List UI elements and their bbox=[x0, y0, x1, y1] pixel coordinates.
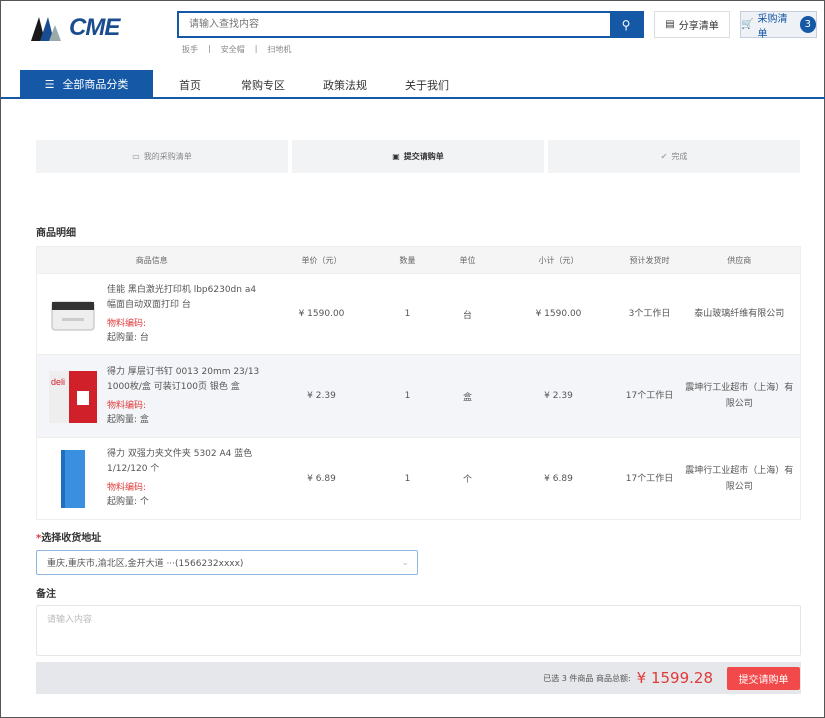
divider: | bbox=[208, 44, 211, 53]
search-bar: ⚲ bbox=[177, 11, 644, 38]
search-input[interactable] bbox=[179, 13, 610, 36]
table-row: 得力 双强力夹文件夹 5302 A4 蓝色 1/12/120 个物料编码: 起购量… bbox=[36, 437, 801, 520]
check-circle-icon: ✔ bbox=[660, 152, 668, 161]
all-categories-button[interactable]: ☰ 全部商品分类 bbox=[20, 70, 153, 98]
supplier: 震坤行工业超市（上海）有限公司 bbox=[678, 354, 801, 438]
product-name[interactable]: 得力 双强力夹文件夹 5302 A4 蓝色 1/12/120 个 bbox=[107, 449, 253, 474]
required-mark: * bbox=[36, 533, 42, 544]
step-label: 完成 bbox=[671, 152, 688, 161]
order-total: ¥ 1599.28 bbox=[636, 669, 713, 687]
logo-text: CME bbox=[69, 14, 120, 41]
order-summary: 已选 3 件商品 商品总额: bbox=[543, 673, 631, 683]
subtotal: ¥ 6.89 bbox=[496, 437, 621, 520]
hot-words: 扳手 | 安全帽 | 扫地机 bbox=[182, 44, 291, 55]
document-icon: ▤ bbox=[665, 19, 675, 30]
col-header: 小计（元） bbox=[496, 246, 621, 274]
unit-price: ¥ 6.89 bbox=[266, 437, 377, 520]
step-submit: ▣ 提交请购单 bbox=[292, 140, 544, 173]
col-header: 供应商 bbox=[678, 246, 801, 274]
product-image[interactable]: deli bbox=[47, 365, 99, 427]
table-row: 佳能 黑白激光打印机 lbp6230dn a4 幅面自动双面打印 台物料编码: 起… bbox=[36, 273, 801, 355]
address-value: 重庆,重庆市,渝北区,金开大道 ···(1566232xxxx) bbox=[47, 559, 244, 569]
unit-price: ¥ 1590.00 bbox=[266, 273, 377, 355]
step-label: 提交请购单 bbox=[403, 152, 444, 161]
subtotal: ¥ 1590.00 bbox=[496, 273, 621, 355]
menu-icon: ☰ bbox=[44, 77, 55, 91]
hot-word[interactable]: 安全帽 bbox=[220, 45, 245, 54]
address-label: *选择收货地址 bbox=[36, 529, 101, 544]
hot-word[interactable]: 扳手 bbox=[182, 45, 198, 54]
step-label: 我的采购清单 bbox=[143, 152, 192, 161]
col-header: 数量 bbox=[376, 246, 439, 274]
table-header: 商品信息 单价（元） 数量 单位 小计（元） 预计发货时 供应商 bbox=[36, 246, 801, 274]
remark-placeholder: 请输入内容 bbox=[47, 615, 93, 625]
quantity: 1 bbox=[376, 437, 439, 520]
product-name[interactable]: 佳能 黑白激光打印机 lbp6230dn a4 幅面自动双面打印 台 bbox=[107, 284, 257, 310]
unit: 台 bbox=[438, 273, 497, 355]
cart-label: 采购清单 bbox=[757, 13, 788, 40]
section-title: 商品明细 bbox=[36, 228, 76, 239]
col-header: 单价（元） bbox=[266, 246, 377, 274]
order-footer: 已选 3 件商品 商品总额: ¥ 1599.28 提交请购单 bbox=[36, 662, 801, 694]
ship-time: 3个工作日 bbox=[620, 273, 679, 355]
table-row: deli 得力 厚层订书钉 0013 20mm 23/13 1000枚/盒 可装订… bbox=[36, 354, 801, 438]
main-nav: ☰ 全部商品分类 首页 常购专区 政策法规 关于我们 bbox=[1, 70, 825, 99]
min-order: 起购量: 盒 bbox=[107, 414, 149, 425]
ship-time: 17个工作日 bbox=[620, 437, 679, 520]
col-header: 单位 bbox=[438, 246, 497, 274]
product-image[interactable] bbox=[47, 448, 99, 510]
cart-icon: 🛒 bbox=[741, 19, 754, 30]
nav-home[interactable]: 首页 bbox=[179, 79, 201, 92]
product-image[interactable] bbox=[47, 283, 99, 345]
remark-input[interactable]: 请输入内容 bbox=[36, 605, 801, 656]
step-purchase-list: ▭ 我的采购清单 bbox=[36, 140, 288, 173]
logo-mark-icon bbox=[31, 17, 61, 41]
min-order: 起购量: 台 bbox=[107, 332, 149, 343]
nav-about[interactable]: 关于我们 bbox=[405, 79, 449, 92]
material-code-label: 物料编码: bbox=[107, 318, 147, 329]
col-header: 商品信息 bbox=[36, 246, 267, 274]
search-icon: ⚲ bbox=[621, 17, 631, 32]
cme-logo[interactable]: CME bbox=[31, 13, 151, 43]
list-icon: ▭ bbox=[132, 152, 140, 161]
nav-frequent[interactable]: 常购专区 bbox=[241, 79, 285, 92]
address-label-text: 选择收货地址 bbox=[41, 533, 102, 544]
quantity: 1 bbox=[376, 273, 439, 355]
search-button[interactable]: ⚲ bbox=[610, 13, 642, 36]
submit-requisition-button[interactable]: 提交请购单 bbox=[727, 666, 800, 690]
col-header: 预计发货时 bbox=[620, 246, 679, 274]
material-code-label: 物料编码: bbox=[107, 400, 147, 411]
supplier: 震坤行工业超市（上海）有限公司 bbox=[678, 437, 801, 520]
quantity: 1 bbox=[376, 354, 439, 438]
supplier: 泰山玻璃纤维有限公司 bbox=[678, 273, 801, 355]
unit: 盒 bbox=[438, 354, 497, 438]
category-label: 全部商品分类 bbox=[62, 78, 129, 91]
purchase-list-button[interactable]: 🛒 采购清单 3 bbox=[740, 11, 817, 40]
nav-policy[interactable]: 政策法规 bbox=[323, 79, 367, 92]
remark-label: 备注 bbox=[36, 589, 56, 600]
step-complete: ✔ 完成 bbox=[548, 140, 800, 173]
unit-price: ¥ 2.39 bbox=[266, 354, 377, 438]
ship-time: 17个工作日 bbox=[620, 354, 679, 438]
share-label: 分享清单 bbox=[678, 21, 719, 32]
product-table: 商品信息 单价（元） 数量 单位 小计（元） 预计发货时 供应商 佳能 黑白激光… bbox=[36, 246, 801, 520]
address-select[interactable]: 重庆,重庆市,渝北区,金开大道 ···(1566232xxxx) ⌄ bbox=[36, 550, 418, 575]
chevron-down-icon: ⌄ bbox=[401, 557, 409, 568]
submit-doc-icon: ▣ bbox=[392, 152, 400, 161]
material-code-label: 物料编码: bbox=[107, 483, 147, 493]
cart-count-badge: 3 bbox=[799, 16, 816, 33]
unit: 个 bbox=[438, 437, 497, 520]
subtotal: ¥ 2.39 bbox=[496, 354, 621, 438]
hot-word[interactable]: 扫地机 bbox=[267, 45, 292, 54]
product-name[interactable]: 得力 厚层订书钉 0013 20mm 23/13 1000枚/盒 可装订100页… bbox=[107, 366, 260, 392]
svg-text:deli: deli bbox=[51, 377, 65, 387]
share-list-button[interactable]: ▤ 分享清单 bbox=[654, 11, 730, 38]
min-order: 起购量: 个 bbox=[107, 497, 149, 507]
divider: | bbox=[254, 44, 258, 53]
